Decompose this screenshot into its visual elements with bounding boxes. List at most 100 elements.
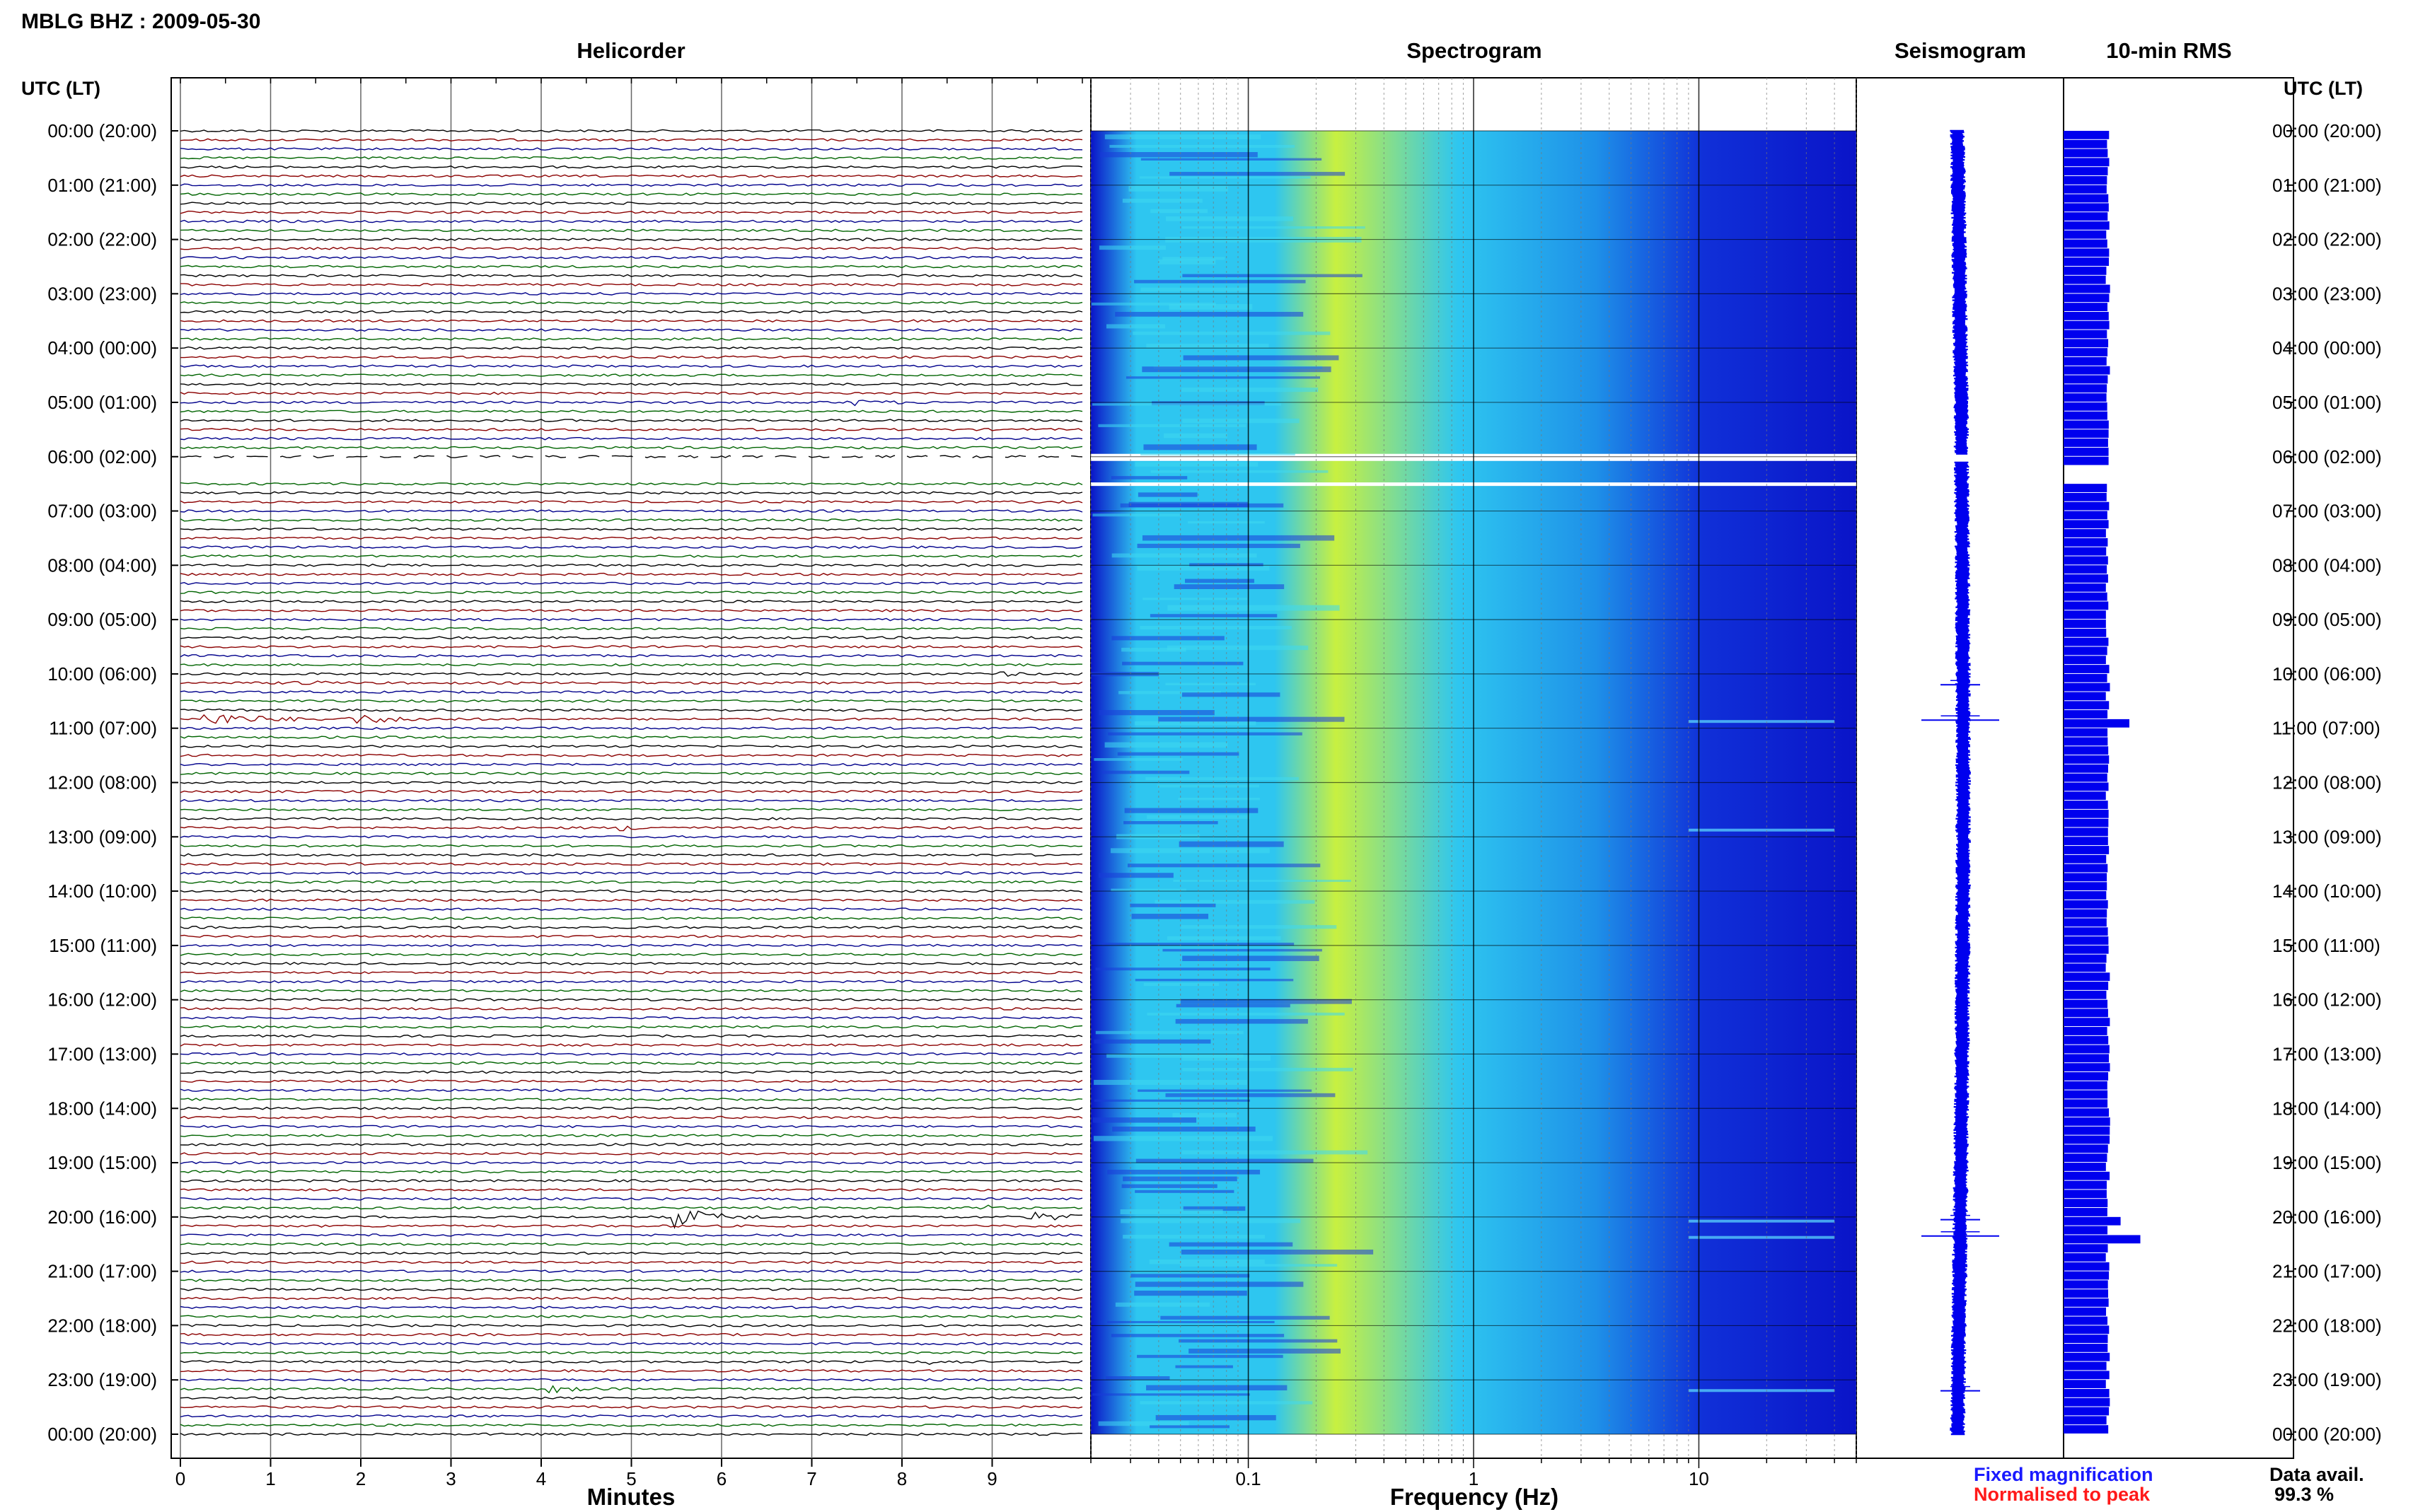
rms-bar [2064,1216,2121,1226]
helicorder-trace [180,301,1083,305]
spectrogram-streak [1139,176,1311,179]
helicorder-trace [180,1305,1083,1310]
rms-bar [2064,366,2110,375]
helicorder-trace [180,1061,1083,1065]
rms-bar [2064,1416,2107,1425]
spectrogram-streak [1134,1290,1247,1296]
rms-bar [2064,275,2106,284]
spectrogram-event-line [1688,828,1835,832]
helicorder-trace [180,726,1083,731]
helicorder-xtick-label: 2 [356,1468,366,1489]
helicorder-trace [180,744,1083,748]
rms-bar [2064,656,2106,665]
spectrogram-streak [1130,1274,1250,1278]
helicorder-trace [180,943,1082,948]
spectrogram-streak [1188,1349,1341,1354]
spectrogram-streak [1104,742,1228,748]
rms-bar [2064,356,2107,366]
spectrogram-streak [1180,1264,1338,1267]
rms-bar [2064,239,2107,248]
spectrogram-streak [1181,388,1319,392]
helicorder-trace [180,219,1083,223]
rms-bar [2064,194,2109,203]
spectrogram-streak [1135,721,1256,726]
rms-bar [2064,320,2110,330]
rms-bar [2064,248,2110,257]
time-label-left: 01:00 (21:00) [47,175,157,196]
helicorder-trace [180,319,1083,323]
helicorder-trace [180,255,1082,260]
rms-bar [2064,791,2106,801]
spectrogram-streak [1101,770,1190,774]
rms-bar [2064,982,2109,990]
rms-bar [2064,1045,2110,1054]
rms-bar [2064,1407,2110,1416]
spectrogram-streak [1173,879,1351,883]
helicorder-trace [180,455,1083,459]
rms-bar [2064,375,2108,384]
helicorder-trace [180,636,1083,640]
helicorder-trace [180,1385,1083,1394]
rms-bar [2064,1298,2109,1307]
rms-bar [2064,1380,2106,1389]
spectrogram-streak [1188,521,1265,524]
rms-bar [2064,764,2108,773]
time-label-left: 08:00 (04:00) [47,554,157,576]
spectrogram-streak [1112,1127,1256,1132]
spectrogram-streak [1123,1176,1237,1182]
time-label-left: 18:00 (14:00) [47,1098,157,1119]
spectrogram-streak [1130,903,1216,907]
rms-bar [2064,1344,2108,1352]
helicorder-trace [180,536,1083,540]
spectrogram-streak [1094,1079,1247,1086]
helicorder-trace [180,591,1083,595]
rms-bar [2064,384,2107,393]
spectrogram-event-line [1688,1235,1835,1239]
spectrogram-streak [1137,566,1270,571]
rms-bar [2064,1090,2108,1099]
spectrogram-streak [1158,716,1345,722]
spectrogram-streak [1176,1004,1290,1008]
rms-bar [2064,818,2109,827]
rms-bar [2064,773,2107,782]
helicorder-trace [180,772,1083,776]
spectrogram-streak [1182,1067,1353,1071]
helicorder-axis: 0 1 2 3 4 5 6 7 8 9 [175,78,1083,1489]
helicorder-trace [180,1423,1083,1427]
helicorder-trace [180,1324,1083,1327]
helicorder-trace [180,917,1083,920]
helicorder-trace [180,753,1083,757]
helicorder-trace [180,383,1083,386]
rms-bar [2064,348,2108,356]
helicorder-trace [180,1088,1083,1092]
spectrogram-streak [1095,1030,1244,1035]
spectrogram-streak [1162,257,1225,260]
rms-bar [2064,809,2109,818]
time-label-left: 16:00 (12:00) [47,989,157,1011]
time-label-left: 17:00 (13:00) [47,1043,157,1064]
rms-bar [2064,1334,2108,1344]
helicorder-trace [180,762,1083,767]
helicorder-xtick-label: 7 [806,1468,816,1489]
legend-fixed-magnification: Fixed magnification [1974,1464,2153,1485]
rms-bar [2064,131,2110,139]
helicorder-trace [180,1143,1083,1146]
helicorder-trace [180,1098,1083,1101]
helicorder-trace [180,1115,1083,1120]
spectrogram-streak [1165,682,1256,685]
spectrogram-streak [1145,777,1299,781]
helicorder-trace [180,1242,1083,1246]
spectrogram-streak [1160,1315,1330,1320]
rms-bar [2064,682,2110,692]
helicorder-trace [180,617,1083,622]
spectrogram-streak [1163,433,1228,438]
rms-bar [2064,837,2108,846]
spectrogram-streak [1169,303,1253,310]
rms-bar [2064,719,2129,728]
spectrogram-grid: 0.1 1 10 [1090,78,1857,1489]
rms-bar [2064,1144,2108,1153]
helicorder-trace [180,789,1083,793]
helicorder-trace [180,1233,1083,1237]
rms-bar [2064,212,2108,221]
helicorder-trace [180,898,1083,902]
